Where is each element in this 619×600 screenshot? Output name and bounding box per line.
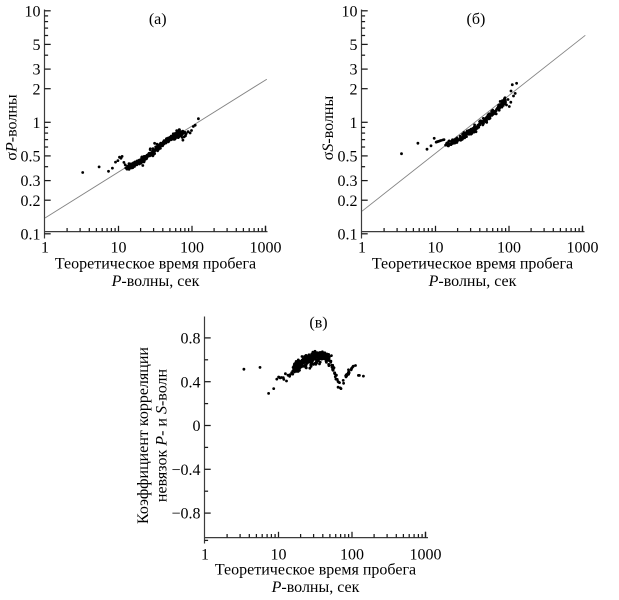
- svg-text:10: 10: [428, 240, 444, 257]
- svg-text:Теоретическое время пробега: Теоретическое время пробега: [55, 256, 256, 273]
- svg-text:5: 5: [33, 37, 41, 54]
- svg-text:2: 2: [350, 81, 358, 98]
- svg-text:P-волны, сек: P-волны, сек: [428, 273, 517, 290]
- svg-text:0.2: 0.2: [21, 193, 41, 210]
- svg-text:1: 1: [33, 115, 41, 132]
- svg-text:1: 1: [201, 547, 209, 564]
- svg-text:100: 100: [180, 240, 204, 257]
- svg-text:3: 3: [350, 62, 358, 79]
- svg-text:(а): (а): [149, 11, 167, 28]
- svg-text:невязок P- и S-волн: невязок P- и S-волн: [154, 368, 171, 502]
- svg-text:0.5: 0.5: [338, 149, 358, 166]
- svg-text:0.5: 0.5: [21, 149, 41, 166]
- svg-text:0.1: 0.1: [338, 226, 358, 243]
- svg-text:(б): (б): [467, 11, 486, 28]
- svg-text:1000: 1000: [250, 240, 282, 257]
- svg-text:2: 2: [33, 81, 41, 98]
- svg-text:P-волны, сек: P-волны, сек: [271, 579, 360, 596]
- svg-text:Теоретическое время пробега: Теоретическое время пробега: [372, 256, 573, 273]
- svg-text:100: 100: [497, 240, 521, 257]
- svg-text:0.1: 0.1: [21, 226, 41, 243]
- svg-text:Коэффициент корреляции: Коэффициент корреляции: [135, 347, 152, 524]
- svg-text:0.8: 0.8: [181, 331, 201, 348]
- svg-text:10: 10: [111, 240, 127, 257]
- svg-text:1000: 1000: [410, 547, 442, 564]
- svg-text:(в): (в): [309, 315, 327, 332]
- svg-text:−0.8: −0.8: [171, 506, 200, 523]
- svg-text:3: 3: [33, 62, 41, 79]
- svg-text:0.3: 0.3: [21, 173, 41, 190]
- svg-text:1: 1: [358, 240, 366, 257]
- svg-text:1: 1: [350, 115, 358, 132]
- svg-text:10: 10: [271, 547, 287, 564]
- svg-text:0: 0: [193, 418, 201, 435]
- svg-text:100: 100: [340, 547, 364, 564]
- svg-text:0.4: 0.4: [181, 374, 201, 391]
- svg-text:10: 10: [342, 3, 358, 20]
- svg-text:−0.4: −0.4: [171, 462, 200, 479]
- svg-text:Теоретическое время пробега: Теоретическое время пробега: [215, 562, 416, 579]
- svg-text:5: 5: [350, 37, 358, 54]
- svg-text:1000: 1000: [567, 240, 599, 257]
- svg-text:0.2: 0.2: [338, 193, 358, 210]
- svg-text:σP-волны: σP-волны: [4, 94, 21, 161]
- svg-text:P-волны, сек: P-волны, сек: [111, 273, 200, 290]
- svg-text:10: 10: [25, 3, 41, 20]
- svg-text:0.3: 0.3: [338, 173, 358, 190]
- svg-text:σS-волны: σS-волны: [320, 96, 337, 161]
- svg-text:1: 1: [41, 240, 49, 257]
